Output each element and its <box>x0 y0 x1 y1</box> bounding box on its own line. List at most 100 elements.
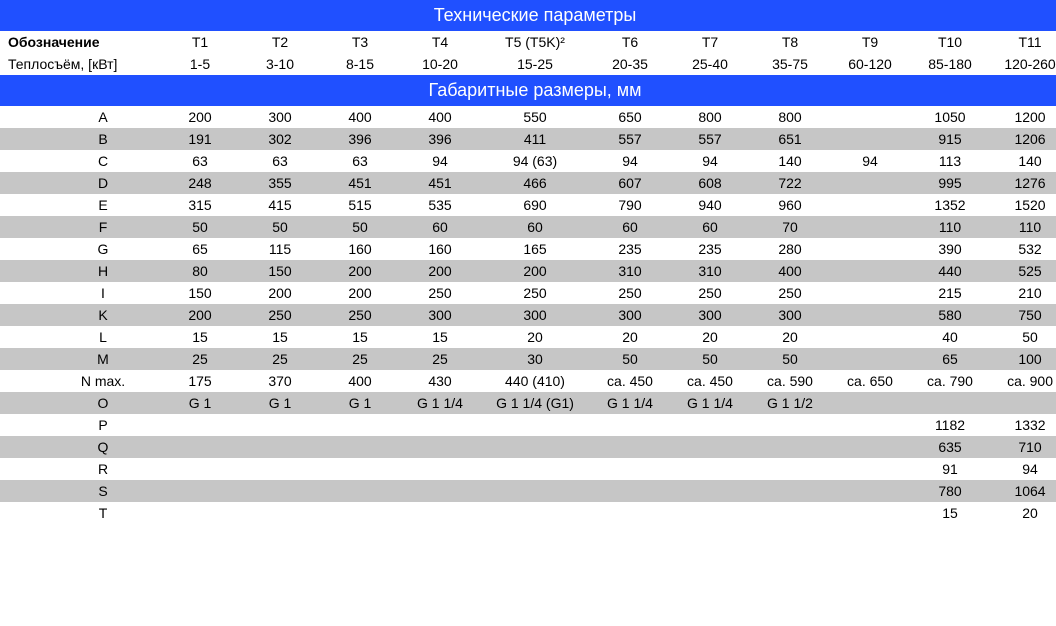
table-row: I150200200250250250250250215210 <box>0 282 1056 304</box>
cell: 400 <box>320 370 400 392</box>
cell <box>320 436 400 458</box>
cell: 200 <box>240 282 320 304</box>
cell: 400 <box>750 260 830 282</box>
cell: 535 <box>400 194 480 216</box>
cell <box>590 414 670 436</box>
cell <box>590 436 670 458</box>
cell: G 1 1/4 <box>670 392 750 414</box>
spec-table: Технические параметры Обозначение T1 T2 … <box>0 0 1056 524</box>
row-label: N max. <box>0 370 160 392</box>
cell: 15 <box>910 502 990 524</box>
cell: 550 <box>480 106 590 128</box>
cell <box>590 480 670 502</box>
cell <box>160 414 240 436</box>
cell <box>830 238 910 260</box>
cell: 750 <box>990 304 1056 326</box>
cell: 250 <box>670 282 750 304</box>
row-label: Q <box>0 436 160 458</box>
cell: 3-10 <box>240 53 320 75</box>
cell: 15 <box>320 326 400 348</box>
cell <box>240 502 320 524</box>
cell: 85-180 <box>910 53 990 75</box>
cell <box>830 172 910 194</box>
cell: 651 <box>750 128 830 150</box>
col-header: T11 <box>990 31 1056 53</box>
cell: 1064 <box>990 480 1056 502</box>
cell: 1332 <box>990 414 1056 436</box>
table-row: Q635710 <box>0 436 1056 458</box>
cell <box>160 502 240 524</box>
cell <box>240 458 320 480</box>
table-row: F5050506060606070110110 <box>0 216 1056 238</box>
row-label: M <box>0 348 160 370</box>
row-label: G <box>0 238 160 260</box>
row-label: D <box>0 172 160 194</box>
cell <box>400 480 480 502</box>
cell: 607 <box>590 172 670 194</box>
cell: 100 <box>990 348 1056 370</box>
cell: 50 <box>320 216 400 238</box>
cell: ca. 450 <box>670 370 750 392</box>
cell: 25 <box>400 348 480 370</box>
cell <box>670 414 750 436</box>
cell: 790 <box>590 194 670 216</box>
cell: 200 <box>400 260 480 282</box>
cell: 451 <box>400 172 480 194</box>
table-row: L15151515202020204050 <box>0 326 1056 348</box>
cell: 915 <box>910 128 990 150</box>
cell <box>830 304 910 326</box>
cell: ca. 900 <box>990 370 1056 392</box>
cell <box>750 458 830 480</box>
cell: 235 <box>590 238 670 260</box>
cell: 800 <box>750 106 830 128</box>
table-row: A20030040040055065080080010501200 <box>0 106 1056 128</box>
cell: 200 <box>160 106 240 128</box>
cell <box>590 458 670 480</box>
cell: 315 <box>160 194 240 216</box>
cell <box>590 502 670 524</box>
cell: 515 <box>320 194 400 216</box>
cell: 302 <box>240 128 320 150</box>
cell: 25 <box>240 348 320 370</box>
cell: 300 <box>670 304 750 326</box>
cell: 440 <box>910 260 990 282</box>
cell: 1520 <box>990 194 1056 216</box>
header-tech-params: Технические параметры <box>0 0 1056 31</box>
designation-row: Обозначение T1 T2 T3 T4 T5 (T5K)² T6 T7 … <box>0 31 1056 53</box>
cell: 1276 <box>990 172 1056 194</box>
cell: 65 <box>160 238 240 260</box>
cell: 35-75 <box>750 53 830 75</box>
cell: 160 <box>320 238 400 260</box>
cell: 94 <box>670 150 750 172</box>
cell <box>830 326 910 348</box>
cell <box>750 502 830 524</box>
col-header: T4 <box>400 31 480 53</box>
table-row: G65115160160165235235280390532 <box>0 238 1056 260</box>
cell <box>830 414 910 436</box>
cell <box>320 458 400 480</box>
cell: 165 <box>480 238 590 260</box>
cell: 250 <box>400 282 480 304</box>
cell: G 1 <box>320 392 400 414</box>
heat-row: Теплосъём, [кВт] 1-5 3-10 8-15 10-20 15-… <box>0 53 1056 75</box>
table-row: S7801064 <box>0 480 1056 502</box>
cell: 310 <box>670 260 750 282</box>
cell <box>830 348 910 370</box>
cell: G 1 <box>160 392 240 414</box>
table-row: E31541551553569079094096013521520 <box>0 194 1056 216</box>
cell: 15 <box>160 326 240 348</box>
cell <box>240 414 320 436</box>
cell: 94 <box>590 150 670 172</box>
dimensions-body: A20030040040055065080080010501200B191302… <box>0 106 1056 524</box>
cell <box>320 414 400 436</box>
cell <box>160 480 240 502</box>
cell: 466 <box>480 172 590 194</box>
table-row: M252525253050505065100 <box>0 348 1056 370</box>
cell: 215 <box>910 282 990 304</box>
cell: 1352 <box>910 194 990 216</box>
cell: 235 <box>670 238 750 260</box>
cell: 200 <box>320 260 400 282</box>
col-header: T9 <box>830 31 910 53</box>
cell: 690 <box>480 194 590 216</box>
cell: 63 <box>160 150 240 172</box>
